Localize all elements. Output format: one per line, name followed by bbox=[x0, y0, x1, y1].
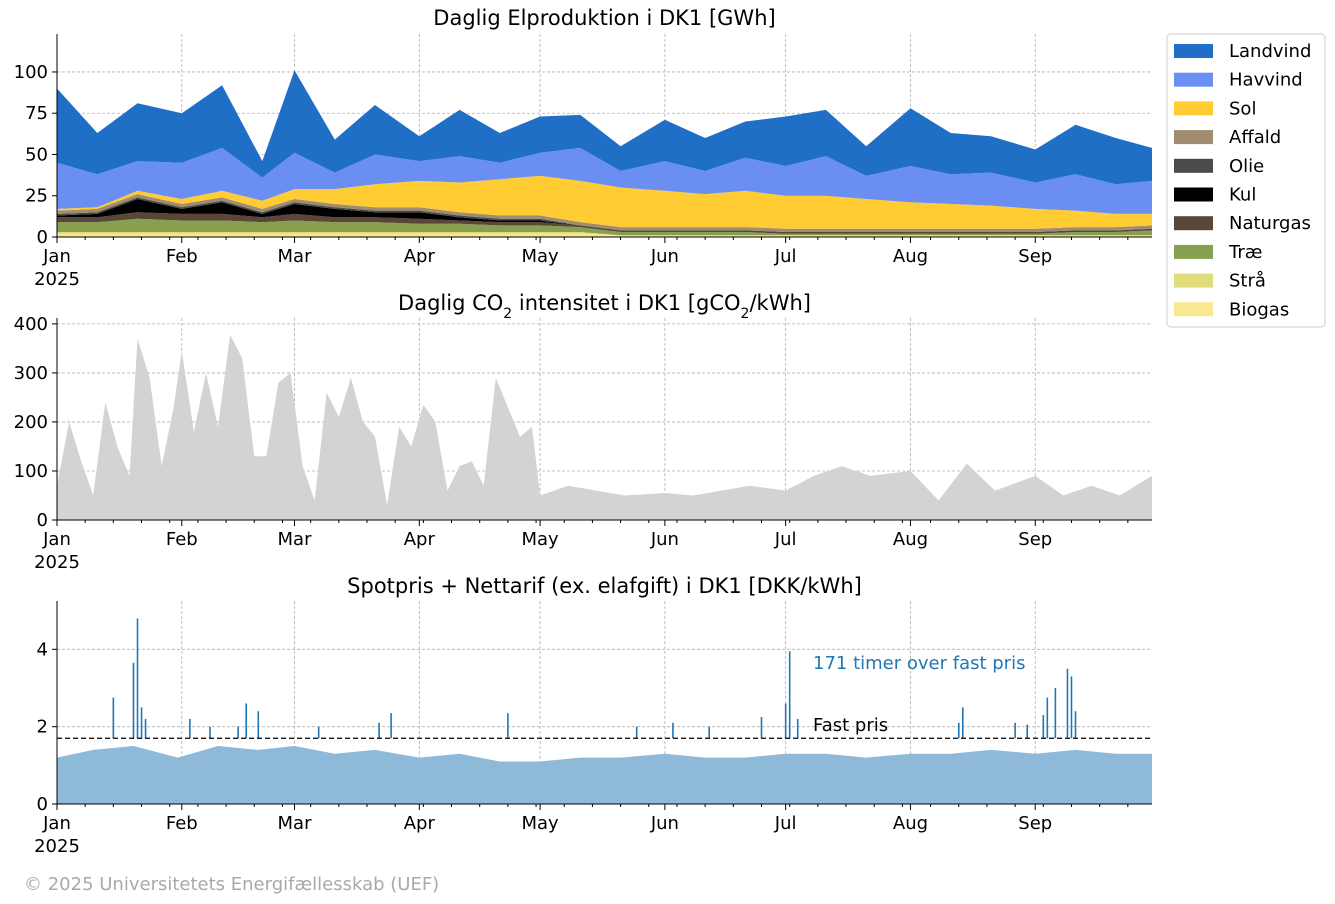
x-tick-label: Apr bbox=[404, 813, 436, 834]
area-series-sol bbox=[57, 175, 1152, 229]
x-tick-label: Aug bbox=[893, 246, 928, 267]
y-tick-label: 300 bbox=[14, 363, 48, 384]
legend-label: Kul bbox=[1229, 185, 1256, 206]
price-chart: Fast pris 171 timer over fast pris 0 2 4 Jan F… bbox=[34, 574, 1152, 857]
x-tick-label: Mar bbox=[278, 246, 313, 267]
y-tick-label: 400 bbox=[14, 314, 48, 335]
legend-label: Naturgas bbox=[1229, 213, 1311, 234]
chart-title: Daglig Elproduktion i DK1 [GWh] bbox=[433, 6, 775, 30]
y-tick-label: 0 bbox=[37, 510, 48, 531]
x-tick-label: Apr bbox=[404, 246, 436, 267]
chart-title: Daglig CO2 intensitet i DK1 [gCO2/kWh] bbox=[398, 291, 811, 322]
y-tick-label: 2 bbox=[37, 717, 48, 738]
x-year-label: 2025 bbox=[34, 269, 80, 290]
legend-label: Strå bbox=[1229, 271, 1266, 292]
x-tick-label: Jan bbox=[42, 246, 71, 267]
production-chart: 0 25 50 75 100 Jan Feb Mar Apr May Jun Jul Aug Sep 202… bbox=[14, 6, 1152, 290]
legend-swatch bbox=[1174, 130, 1213, 145]
legend-swatch bbox=[1174, 302, 1213, 317]
chart-title: Spotpris + Nettarif (ex. elafgift) i DK1… bbox=[347, 574, 862, 598]
y-tick-label: 50 bbox=[25, 144, 48, 165]
co2-intensity-area bbox=[57, 334, 1152, 520]
x-tick-label: Jun bbox=[650, 529, 679, 550]
production-legend: Landvind Havvind Sol Affald Olie Kul Naturgas T… bbox=[1166, 33, 1326, 328]
y-tick-label: 100 bbox=[14, 62, 48, 83]
x-tick-label: Jul bbox=[774, 529, 797, 550]
x-tick-label: May bbox=[521, 813, 559, 834]
area-series-strå bbox=[57, 232, 1152, 236]
legend-label: Havvind bbox=[1229, 70, 1303, 91]
legend-swatch bbox=[1174, 44, 1213, 58]
x-tick-label: Jan bbox=[42, 813, 71, 834]
x-year-label: 2025 bbox=[34, 836, 80, 857]
copyright-text: © 2025 Universitetets Energifællesskab (… bbox=[24, 874, 439, 895]
x-tick-label: May bbox=[521, 529, 559, 550]
legend-label: Sol bbox=[1229, 98, 1256, 119]
x-tick-label: Jan bbox=[42, 529, 71, 550]
co2-intensity-chart: 0 100 200 300 400 Jan Feb Mar Apr May Jun Jul Aug Sep… bbox=[14, 291, 1152, 573]
legend-swatch bbox=[1174, 72, 1213, 87]
x-tick-label: Sep bbox=[1018, 246, 1052, 267]
legend-swatch bbox=[1174, 216, 1213, 231]
legend-swatch bbox=[1174, 187, 1213, 202]
legend-swatch bbox=[1174, 244, 1213, 259]
fixed-price-label: Fast pris bbox=[813, 715, 888, 736]
x-tick-label: Jul bbox=[774, 246, 797, 267]
x-tick-label: Sep bbox=[1018, 529, 1052, 550]
y-tick-label: 100 bbox=[14, 461, 48, 482]
area-series-træ bbox=[57, 218, 1152, 236]
area-series-havvind bbox=[57, 147, 1152, 214]
area-series-affald bbox=[57, 194, 1152, 232]
x-year-label: 2025 bbox=[34, 552, 80, 573]
legend-swatch bbox=[1174, 101, 1213, 116]
x-tick-label: Mar bbox=[278, 813, 313, 834]
price-area bbox=[57, 746, 1152, 804]
x-tick-label: Feb bbox=[166, 246, 198, 267]
area-series-kul bbox=[57, 199, 1152, 232]
hours-over-label: 171 timer over fast pris bbox=[813, 653, 1025, 674]
legend-label: Olie bbox=[1229, 156, 1264, 177]
area-series-biogas bbox=[57, 233, 1152, 237]
x-tick-label: Aug bbox=[893, 529, 928, 550]
legend-label: Træ bbox=[1228, 242, 1262, 263]
legend-label: Affald bbox=[1229, 127, 1281, 148]
x-tick-label: Feb bbox=[166, 813, 198, 834]
y-tick-label: 25 bbox=[25, 186, 48, 207]
x-tick-label: Sep bbox=[1018, 813, 1052, 834]
legend-label: Landvind bbox=[1229, 41, 1311, 62]
y-tick-label: 0 bbox=[37, 227, 48, 248]
y-tick-label: 4 bbox=[37, 639, 48, 660]
legend-swatch bbox=[1174, 158, 1213, 173]
x-tick-label: Jun bbox=[650, 813, 679, 834]
y-tick-label: 0 bbox=[37, 794, 48, 815]
x-tick-label: May bbox=[521, 246, 559, 267]
area-series-landvind bbox=[57, 70, 1152, 185]
x-tick-label: Jun bbox=[650, 246, 679, 267]
y-tick-label: 200 bbox=[14, 412, 48, 433]
x-tick-label: Jul bbox=[774, 813, 797, 834]
x-tick-label: Apr bbox=[404, 529, 436, 550]
x-tick-label: Feb bbox=[166, 529, 198, 550]
y-tick-label: 75 bbox=[25, 103, 48, 124]
area-series-naturgas bbox=[57, 212, 1152, 234]
x-tick-label: Aug bbox=[893, 813, 928, 834]
x-tick-label: Mar bbox=[278, 529, 313, 550]
legend-swatch bbox=[1174, 273, 1213, 288]
legend-label: Biogas bbox=[1229, 299, 1289, 320]
